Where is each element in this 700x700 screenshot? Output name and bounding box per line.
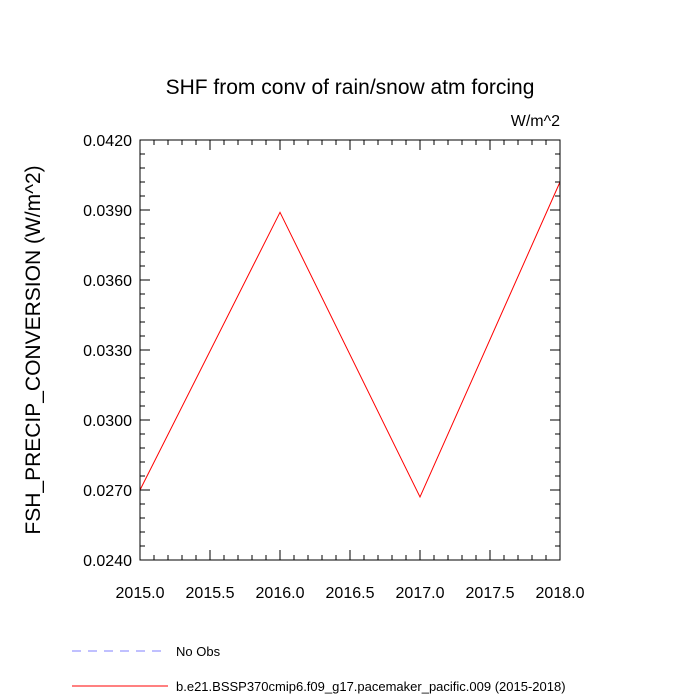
x-tick-label: 2017.0 [396, 585, 445, 602]
major-ticks [139, 139, 561, 561]
y-tick-label: 0.0240 [83, 553, 132, 570]
x-tick-label: 2018.0 [536, 585, 585, 602]
x-tick-label: 2017.5 [466, 585, 515, 602]
series-group [139, 181, 561, 499]
chart-title: SHF from conv of rain/snow atm forcing [166, 76, 535, 99]
y-tick-labels: 0.0240 0.0270 0.0300 0.0330 0.0360 0.0390 0.04… [83, 133, 132, 570]
y-tick-label: 0.0300 [83, 413, 132, 430]
units-label: W/m^2 [511, 113, 560, 130]
legend-label-0: No Obs [176, 644, 221, 659]
minor-ticks [139, 139, 561, 561]
legend: No Obs b.e21.BSSP370cmip6.f09_g17.pacemak… [72, 644, 566, 694]
x-tick-label: 2016.0 [256, 585, 305, 602]
y-tick-label: 0.0390 [83, 203, 132, 220]
x-tick-label: 2015.5 [186, 585, 235, 602]
x-tick-label: 2016.5 [326, 585, 375, 602]
plot-frame [139, 139, 561, 561]
y-tick-label: 0.0270 [83, 483, 132, 500]
legend-label-1: b.e21.BSSP370cmip6.f09_g17.pacemaker_pac… [176, 679, 566, 694]
y-tick-label: 0.0420 [83, 133, 132, 150]
y-axis-label: FSH_PRECIP_CONVERSION (W/m^2) [22, 165, 45, 534]
series-line [139, 181, 561, 499]
y-tick-label: 0.0330 [83, 343, 132, 360]
y-tick-label: 0.0360 [83, 273, 132, 290]
x-tick-label: 2015.0 [116, 585, 165, 602]
x-tick-labels: 2015.0 2015.5 2016.0 2016.5 2017.0 2017.5 2018… [116, 585, 585, 602]
